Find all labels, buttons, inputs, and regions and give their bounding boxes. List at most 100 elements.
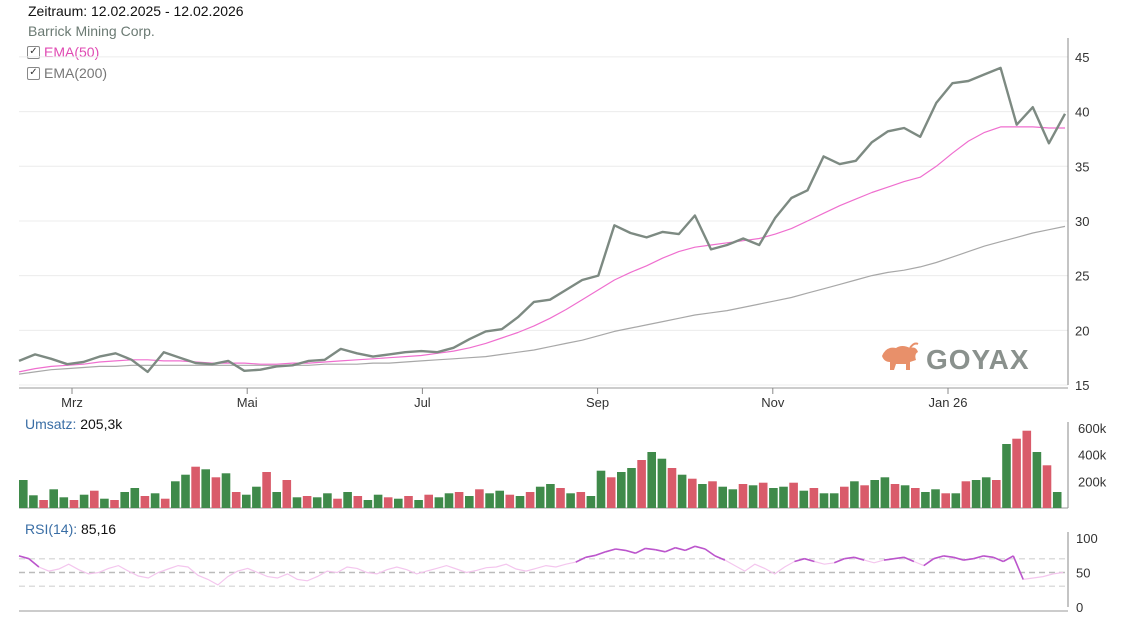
volume-bar	[100, 498, 109, 508]
volume-bar	[79, 494, 89, 508]
price-tick-label: 45	[1075, 50, 1089, 65]
price-grid	[19, 56, 1068, 386]
volume-bar	[748, 485, 758, 508]
volume-bar	[383, 497, 393, 508]
volume-label: Umsatz: 205,3k	[25, 416, 122, 432]
volume-bar	[394, 498, 403, 508]
volume-bar	[292, 497, 302, 508]
volume-bar	[485, 493, 494, 508]
volume-bar	[911, 488, 920, 508]
volume-bar	[718, 486, 727, 508]
rsi-overbought-segment	[883, 557, 895, 561]
volume-bar	[29, 495, 38, 508]
volume-bar	[525, 492, 535, 508]
price-tick-label: 20	[1075, 323, 1089, 338]
rsi-tick-label: 0	[1076, 600, 1083, 615]
rsi-overbought-segment	[585, 554, 596, 559]
volume-bar	[505, 494, 515, 508]
rsi-overbought-segment	[18, 555, 30, 560]
x-tick-label: Mrz	[61, 395, 83, 410]
x-tick-label: Jul	[414, 395, 431, 410]
volume-bar	[981, 477, 991, 508]
rsi-overbought-segment	[973, 555, 984, 560]
goyax-logo: GOYAX	[882, 342, 1030, 375]
volume-bar	[59, 497, 69, 508]
rsi-overbought-segment	[983, 555, 994, 559]
volume-bar	[617, 472, 626, 508]
volume-bar	[414, 500, 423, 508]
volume-bar	[302, 496, 312, 508]
volume-bar	[454, 492, 464, 508]
checkbox-ema200[interactable]: ✓	[27, 66, 40, 80]
checkbox-ema50[interactable]: ✓	[27, 45, 40, 59]
volume-bar	[657, 458, 667, 508]
volume-bar	[728, 489, 738, 508]
rsi-overbought-segment	[794, 557, 805, 563]
price-tick-label: 15	[1075, 378, 1089, 393]
rsi-value: 85,16	[81, 521, 117, 537]
volume-bar	[667, 468, 677, 508]
rsi-overbought-segment	[963, 557, 974, 561]
volume-bar	[596, 470, 606, 508]
volume-bar	[829, 493, 839, 508]
volume-bar	[961, 481, 971, 508]
volume-bar	[211, 477, 221, 508]
price-y-axis: 15 20 25 30 35 40 45	[19, 38, 1089, 393]
volume-bar	[921, 492, 930, 508]
price-tick-label: 40	[1075, 105, 1089, 120]
legend-ema200[interactable]: ✓ EMA(200)	[27, 65, 107, 81]
volume-bar	[353, 496, 363, 508]
volume-bar	[880, 477, 890, 508]
volume-bar	[1042, 465, 1052, 508]
legend-ema50-label: EMA(50)	[44, 44, 100, 60]
x-tick-label: Jan 26	[928, 395, 967, 410]
rsi-overbought-segment	[943, 555, 954, 559]
rsi-overbought-segment	[595, 551, 606, 557]
x-axis: Mrz Mai Jul Sep Nov Jan 26	[61, 388, 968, 410]
volume-bar	[789, 482, 798, 508]
volume-bar	[171, 481, 180, 508]
ema50-line	[18, 126, 1065, 373]
volume-bar	[160, 498, 170, 508]
bull-icon	[882, 342, 919, 370]
volume-bar	[556, 488, 565, 508]
volume-bar	[698, 484, 707, 508]
rsi-tick-label: 100	[1076, 531, 1098, 546]
rsi-overbought-segment	[923, 558, 935, 567]
volume-bar	[69, 500, 79, 508]
volume-bar	[951, 493, 961, 508]
legend-ema50[interactable]: ✓ EMA(50)	[27, 44, 99, 60]
volume-bar	[860, 485, 869, 508]
volume-bar	[566, 493, 575, 508]
volume-bar	[363, 500, 373, 508]
volume-bar	[120, 492, 129, 508]
logo-text: GOYAX	[926, 344, 1030, 375]
rsi-overbought-segment	[28, 558, 40, 568]
rsi-overbought-segment	[575, 556, 587, 563]
volume-bar	[262, 472, 271, 508]
volume-bar	[677, 474, 687, 508]
price-tick-label: 25	[1075, 269, 1089, 284]
x-tick-label: Nov	[761, 395, 785, 410]
volume-bar	[323, 493, 332, 508]
volume-bar	[819, 493, 829, 508]
volume-bar	[373, 494, 383, 508]
volume-bar	[992, 480, 1001, 508]
volume-bar	[1032, 452, 1042, 508]
volume-bar	[282, 480, 292, 508]
volume-bar	[890, 484, 900, 508]
volume-bar	[150, 493, 160, 508]
volume-bar	[130, 488, 140, 508]
volume-bar	[140, 496, 150, 508]
rsi-overbought-segment	[903, 556, 915, 563]
x-tick-label: Sep	[586, 395, 609, 410]
rsi-overbought-segment	[1012, 555, 1024, 580]
volume-bar	[850, 481, 859, 508]
volume-bar	[1012, 438, 1021, 508]
volume-bar	[19, 480, 28, 508]
rsi-overbought-segment	[844, 556, 855, 560]
volume-bar	[191, 466, 200, 508]
volume-bar	[738, 484, 748, 508]
volume-bar	[779, 486, 788, 508]
